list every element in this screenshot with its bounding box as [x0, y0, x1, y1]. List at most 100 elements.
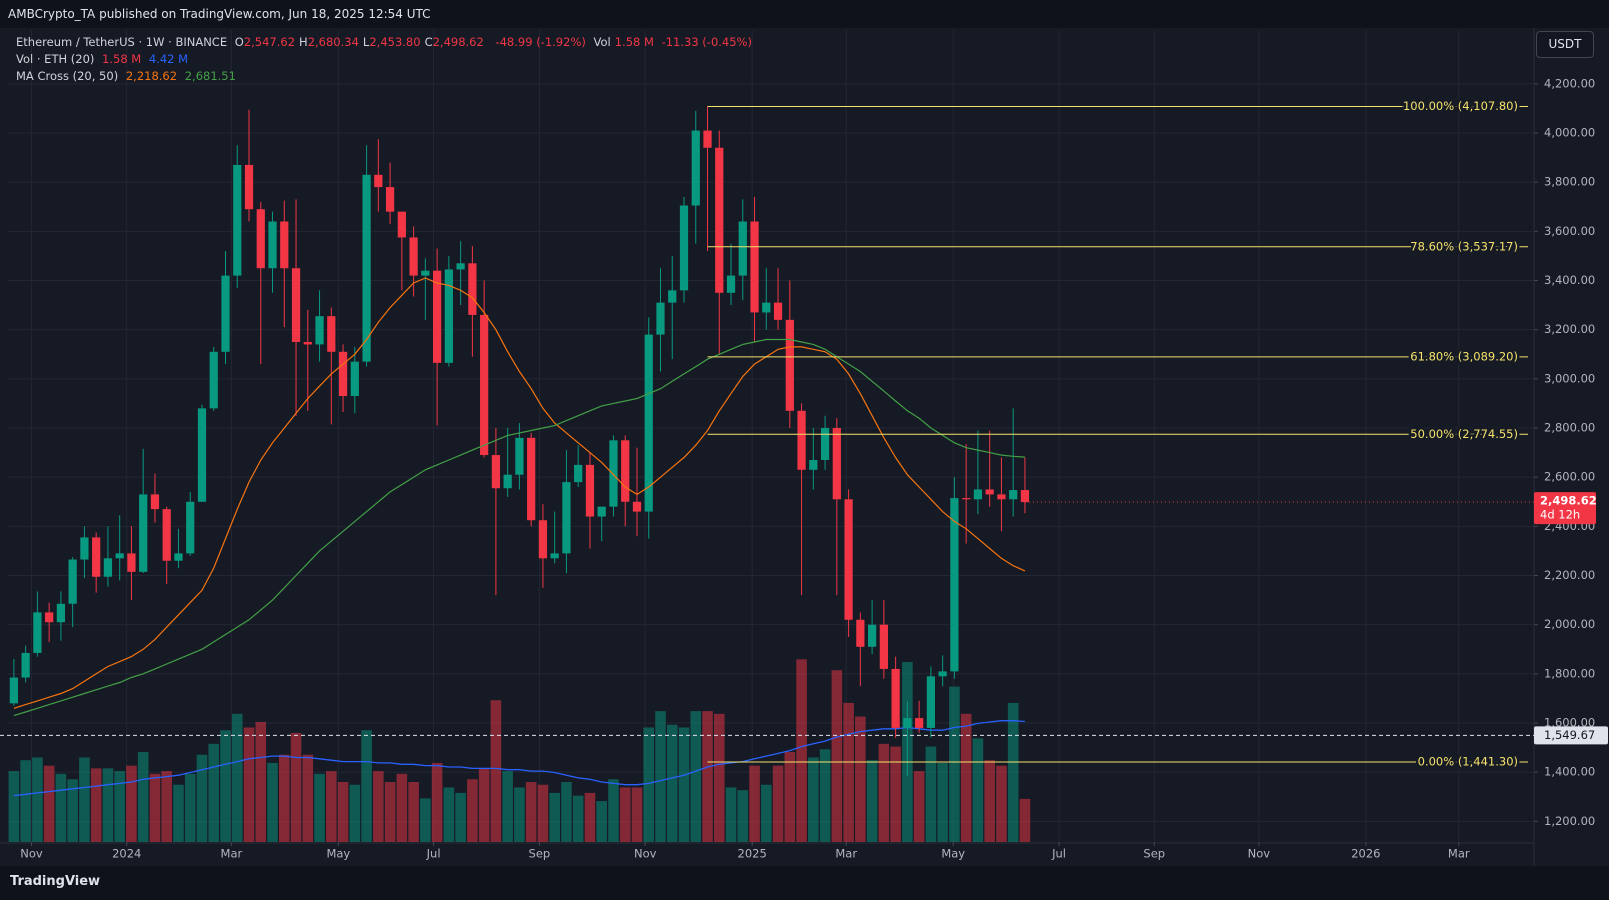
indicator[interactable]: Vol · ETH (20): [16, 52, 95, 66]
candle-body: [903, 718, 912, 728]
y-tick-label: 3,800.00: [1544, 175, 1595, 189]
change: -48.99 (-1.92%): [495, 35, 586, 49]
volume-bar: [373, 771, 384, 842]
candle-body: [715, 147, 724, 293]
candle-body: [291, 268, 301, 342]
volume-bar: [949, 686, 960, 842]
x-tick-label: Mar: [221, 847, 243, 861]
volume-bar: [913, 771, 925, 842]
indicator-value: 2,681.51: [184, 69, 236, 83]
x-tick-label: Nov: [1248, 847, 1271, 861]
candle-body: [621, 440, 630, 502]
candle-body: [515, 437, 524, 475]
candle-body: [632, 501, 642, 512]
candle-body: [644, 334, 653, 512]
ohlc-key: C: [424, 35, 433, 49]
y-tick-label: 1,800.00: [1544, 666, 1595, 680]
indicator-value: 4.42 M: [148, 52, 189, 66]
currency-button[interactable]: USDT: [1536, 31, 1594, 58]
candle-body: [421, 270, 430, 276]
legend-row: MA Cross (20, 50) 2,218.62 2,681.51: [16, 68, 756, 85]
volume-bar: [137, 752, 149, 842]
candle-body: [962, 498, 971, 500]
volume-bar: [490, 700, 502, 842]
candle-body: [891, 668, 900, 728]
volume-bar: [996, 765, 1007, 842]
ma20-line: [13, 277, 1026, 709]
candle-body: [432, 270, 442, 363]
volume-bar: [208, 743, 220, 842]
candle-body: [33, 612, 42, 653]
y-tick-label: 2,000.00: [1544, 617, 1595, 631]
candle-body: [867, 624, 877, 647]
ohlc-key: O: [234, 35, 244, 49]
candle-body: [797, 410, 806, 470]
volume-bar: [713, 713, 725, 842]
volume-bar: [666, 724, 678, 842]
volume-bar: [925, 746, 937, 842]
candle-body: [656, 302, 665, 335]
candle-body: [103, 558, 113, 577]
candle-body: [456, 263, 465, 270]
indicator-value: 1.58 M: [102, 52, 142, 66]
vol-change: -11.33 (-0.45%): [661, 35, 752, 49]
candle-body: [738, 221, 747, 276]
legend: Ethereum / TetherUS · 1W · BINANCE O2,54…: [16, 34, 756, 85]
candle-body: [174, 553, 183, 561]
volume-bar: [702, 711, 713, 842]
volume-bar: [972, 738, 984, 842]
volume-bar: [90, 768, 102, 842]
volume-bar: [725, 787, 737, 842]
ohlc-value: 2,547.62: [243, 35, 296, 49]
candle-body: [926, 676, 936, 728]
candle-body: [327, 316, 336, 352]
volume-bar: [937, 762, 948, 842]
ohlc-value: 2,498.62: [432, 35, 484, 49]
volume-bar: [314, 773, 325, 842]
x-tick-label: 2025: [738, 847, 767, 861]
candle-body: [115, 553, 124, 559]
volume-bar: [843, 702, 854, 842]
candle-body: [574, 464, 583, 483]
candle-body: [80, 537, 89, 560]
volume-bar: [43, 765, 55, 842]
volume-bar: [619, 787, 631, 842]
volume-bar: [890, 746, 901, 842]
indicator[interactable]: MA Cross (20, 50): [16, 69, 119, 83]
candle-body: [209, 351, 218, 409]
candle-body: [938, 671, 947, 677]
candle-body: [856, 619, 865, 647]
candle-body: [244, 164, 254, 210]
ma50-line: [13, 338, 1025, 717]
fib-label: 78.60% (3,537.17): [1410, 239, 1518, 253]
candle-body: [21, 652, 30, 678]
candle-body: [68, 559, 77, 604]
candle-body: [915, 718, 924, 728]
candle-body: [350, 361, 359, 397]
y-tick-label: 3,000.00: [1544, 371, 1595, 385]
volume-bar: [878, 743, 890, 842]
volume-bar: [114, 771, 125, 842]
y-tick-label: 3,600.00: [1544, 224, 1595, 238]
candle-body: [597, 506, 606, 517]
volume-bar: [678, 727, 690, 842]
volume-bar: [737, 790, 749, 842]
candle-body: [820, 428, 830, 460]
volume-bar: [302, 754, 314, 842]
x-tick-label: 2026: [1351, 847, 1380, 861]
candle-body: [1020, 490, 1030, 503]
volume-bar: [1007, 702, 1019, 842]
volume-bar: [572, 795, 584, 842]
x-tick-label: Mar: [835, 847, 857, 861]
candle-body: [773, 302, 783, 320]
candle-body: [879, 624, 888, 669]
publisher: AMBCrypto_TA published on TradingView.co…: [8, 7, 431, 21]
volume-bar: [796, 659, 807, 842]
candle-body: [303, 341, 312, 345]
candle-body: [480, 314, 489, 456]
y-tick-label: 1,600.00: [1544, 716, 1595, 730]
candle-body: [997, 494, 1006, 500]
candle-body: [550, 553, 559, 559]
volume-bar: [690, 711, 702, 842]
